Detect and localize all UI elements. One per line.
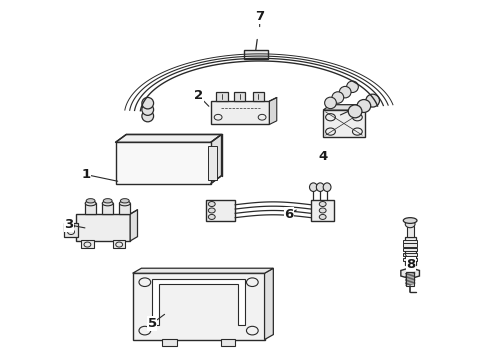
Polygon shape (206, 200, 235, 221)
Ellipse shape (317, 183, 324, 192)
Polygon shape (211, 134, 221, 184)
Polygon shape (323, 105, 372, 110)
Polygon shape (133, 268, 273, 273)
Polygon shape (265, 268, 273, 339)
Polygon shape (234, 92, 245, 101)
Polygon shape (270, 98, 277, 125)
Text: 1: 1 (82, 168, 91, 181)
Ellipse shape (325, 97, 336, 109)
Ellipse shape (142, 111, 153, 122)
Bar (133, 273, 265, 339)
Ellipse shape (142, 98, 153, 109)
Ellipse shape (403, 218, 417, 224)
Ellipse shape (339, 86, 351, 98)
Polygon shape (253, 92, 264, 101)
Ellipse shape (85, 201, 96, 206)
Text: 5: 5 (147, 317, 157, 330)
Ellipse shape (208, 215, 215, 220)
Bar (407, 226, 414, 237)
Ellipse shape (142, 104, 153, 115)
Polygon shape (216, 92, 228, 101)
Polygon shape (401, 268, 419, 279)
Bar (162, 339, 176, 346)
Ellipse shape (346, 81, 358, 93)
Bar (406, 272, 414, 286)
Polygon shape (311, 200, 334, 221)
Bar (116, 142, 211, 184)
Ellipse shape (319, 215, 326, 220)
Ellipse shape (323, 183, 331, 192)
Ellipse shape (319, 202, 326, 207)
Polygon shape (323, 110, 365, 137)
Ellipse shape (357, 99, 371, 112)
Polygon shape (76, 214, 130, 241)
Ellipse shape (208, 208, 215, 213)
Bar (403, 258, 417, 261)
Bar (403, 240, 417, 243)
Ellipse shape (348, 105, 362, 118)
Ellipse shape (121, 199, 129, 203)
Ellipse shape (366, 94, 379, 107)
Text: 7: 7 (255, 10, 264, 23)
Bar (208, 146, 217, 180)
Ellipse shape (102, 201, 113, 206)
Text: 8: 8 (407, 258, 416, 271)
Text: 4: 4 (318, 150, 328, 163)
Ellipse shape (208, 202, 215, 207)
Polygon shape (116, 134, 221, 142)
Bar (244, 50, 268, 59)
Bar (403, 253, 417, 256)
Bar (81, 240, 94, 248)
Bar (405, 237, 416, 265)
Text: 2: 2 (194, 89, 203, 102)
Ellipse shape (332, 92, 343, 103)
Bar (85, 203, 96, 214)
Bar (120, 203, 130, 214)
Bar (403, 243, 417, 247)
Polygon shape (130, 210, 138, 241)
Bar (102, 203, 113, 214)
Ellipse shape (86, 199, 95, 203)
Bar (64, 223, 78, 237)
Ellipse shape (405, 221, 415, 228)
Ellipse shape (310, 183, 318, 192)
Ellipse shape (319, 208, 326, 213)
Bar (403, 248, 417, 251)
Ellipse shape (120, 201, 130, 206)
Bar (220, 339, 235, 346)
Bar (113, 240, 125, 248)
Text: 6: 6 (284, 208, 294, 221)
Text: 3: 3 (65, 218, 74, 231)
Polygon shape (152, 279, 245, 325)
Ellipse shape (103, 199, 112, 203)
Polygon shape (211, 101, 270, 125)
